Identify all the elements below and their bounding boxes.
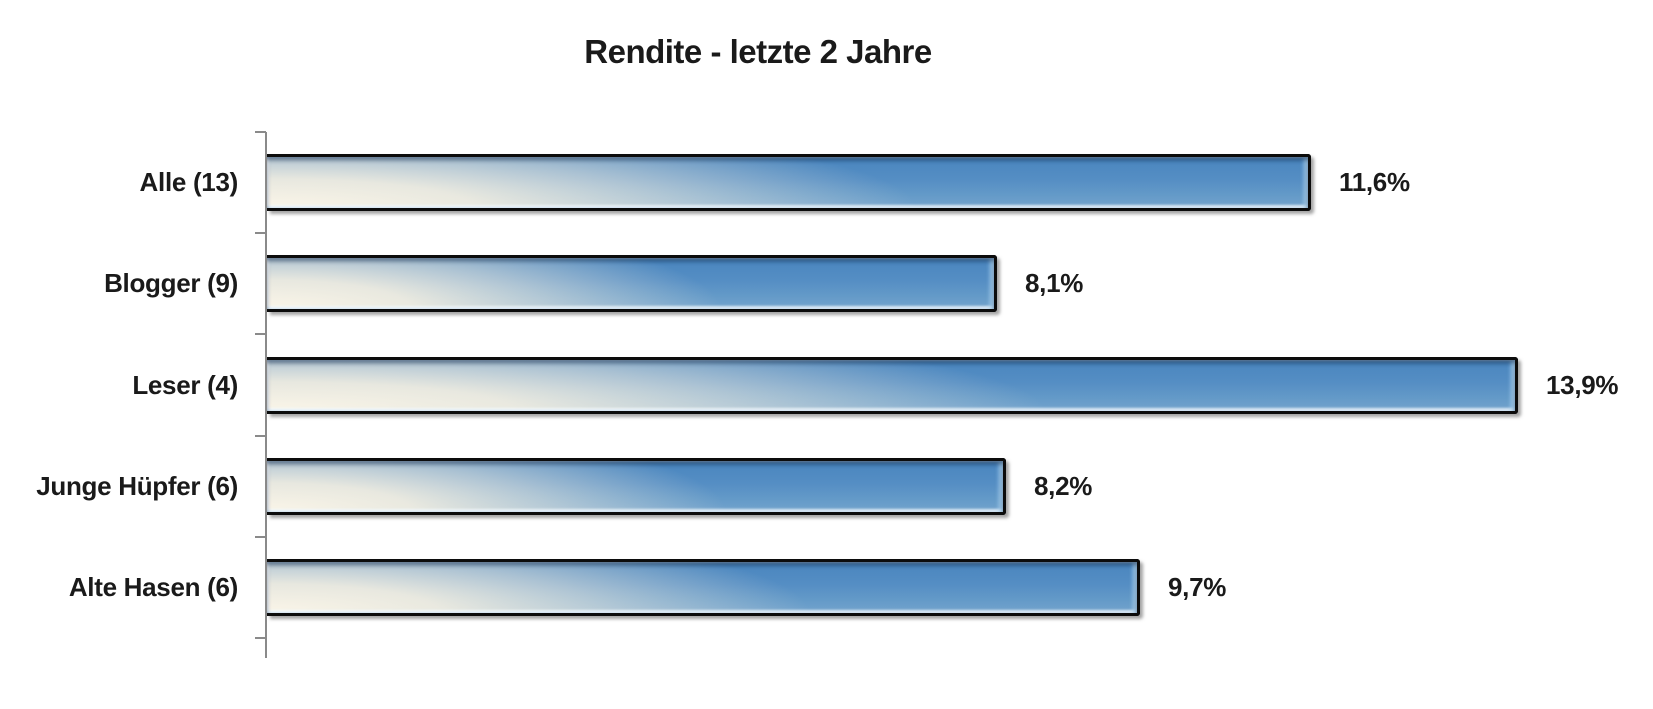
category-label: Alte Hasen (6) <box>68 571 238 602</box>
category-label: Alle (13) <box>139 167 239 198</box>
y-axis-line <box>265 132 267 658</box>
chart-title: Rendite - letzte 2 Jahre <box>584 33 932 70</box>
category-label: Junge Hüpfer (6) <box>36 470 238 501</box>
axis-tick <box>255 131 266 133</box>
axis-tick <box>255 637 266 639</box>
value-label: 8,2% <box>1034 470 1093 501</box>
axis-tick <box>255 434 266 437</box>
bar-3 <box>267 356 1518 414</box>
axis-tick <box>255 232 266 235</box>
value-label: 9,7% <box>1168 571 1227 602</box>
category-label: Blogger (9) <box>104 268 238 299</box>
value-label: 11,6% <box>1339 167 1410 198</box>
value-label: 8,1% <box>1025 268 1084 299</box>
category-label: Leser (4) <box>132 369 238 400</box>
bar-4 <box>267 457 1006 515</box>
bar-1 <box>267 154 1311 212</box>
axis-tick <box>255 535 266 538</box>
bar-5 <box>267 558 1140 616</box>
bar-2 <box>267 255 997 313</box>
axis-tick <box>255 333 266 336</box>
value-label: 13,9% <box>1546 369 1619 400</box>
